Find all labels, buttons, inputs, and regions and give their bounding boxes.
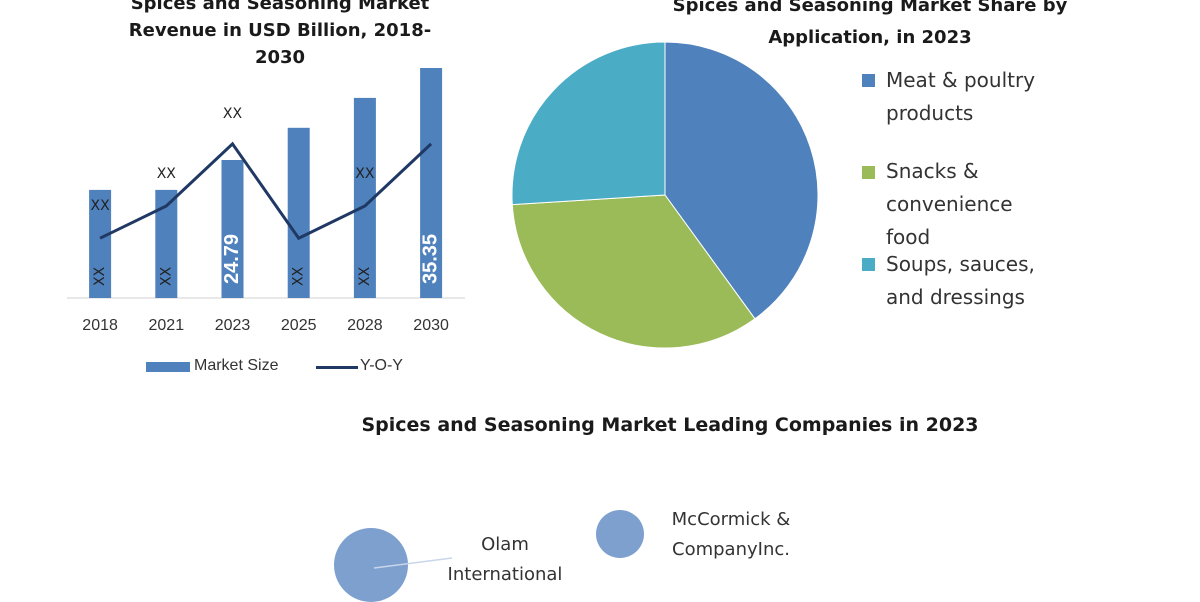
snacks-legend-line-3: food	[886, 225, 931, 249]
meat-legend-swatch	[862, 74, 875, 87]
snacks-legend-line-2: convenience	[886, 192, 1013, 216]
bar-2023	[221, 160, 244, 298]
mccormick-label-line-1: McCormick &	[671, 509, 791, 530]
pie-slice-snacks	[511, 194, 756, 349]
bar-value-label-2025: XX	[291, 266, 307, 286]
pie-chart	[511, 41, 819, 349]
pie-title-line-1: Spices and Seasoning Market Share by	[672, 0, 1068, 16]
x-tick-label-2018: 2018	[82, 317, 118, 334]
x-tick-label-2030: 2030	[413, 317, 449, 334]
x-tick-label-2028: 2028	[347, 317, 383, 334]
mccormick-bubble	[596, 510, 644, 558]
companies-title: Spices and Seasoning Market Leading Comp…	[361, 414, 979, 436]
soups-legend-line-2: and dressings	[886, 285, 1025, 309]
bar-2030	[420, 68, 443, 298]
bar-2028	[353, 97, 376, 299]
meat-legend-line-2: products	[886, 101, 974, 125]
bar-title-line-2: Revenue in USD Billion, 2018-	[128, 20, 432, 41]
bar-title-line-1: Spices and Seasoning Market	[130, 0, 430, 14]
olam-label-line-1: Olam	[481, 534, 529, 555]
meat-legend-line-1: Meat & poultry	[886, 68, 1036, 92]
snacks-legend-label: Snacks & convenience food	[886, 155, 1013, 254]
soups-legend-label: Soups, sauces, and dressings	[886, 248, 1035, 314]
pie-chart-title: Spices and Seasoning Market Share by App…	[645, 0, 1095, 54]
pie-slice-meat	[664, 41, 819, 320]
olam-label-line-2: International	[447, 564, 563, 585]
yoy-legend-label: Y-O-Y	[360, 357, 403, 374]
yoy-value-label-2021: XX	[157, 166, 177, 182]
yoy-value-label-2023: XX	[223, 106, 243, 122]
snacks-legend-swatch	[862, 166, 875, 179]
x-tick-label-2025: 2025	[281, 317, 317, 334]
bar-2025	[287, 127, 310, 298]
x-tick-label-2021: 2021	[149, 317, 185, 334]
market-size-legend-swatch	[146, 362, 190, 372]
olam-label: Olam International	[440, 530, 570, 590]
pie-title-line-2: Application, in 2023	[768, 27, 972, 48]
meat-legend-label: Meat & poultry products	[886, 64, 1035, 130]
pie-slice-soups	[511, 41, 666, 206]
yoy-value-label-2028: XX	[355, 166, 375, 182]
bar-value-label-2018: XX	[92, 266, 108, 286]
yoy-legend-swatch	[316, 366, 358, 369]
bar-value-label-2030: 35.35	[419, 234, 441, 284]
snacks-legend-line-1: Snacks &	[886, 159, 979, 183]
bar-value-label-2028: XX	[357, 266, 373, 286]
yoy-value-label-2018: XX	[91, 198, 111, 214]
bar-title-line-3: 2030	[254, 47, 306, 68]
bar-chart-title: Spices and Seasoning Market Revenue in U…	[110, 0, 450, 71]
soups-legend-line-1: Soups, sauces,	[886, 252, 1035, 276]
x-tick-label-2023: 2023	[215, 317, 251, 334]
bar-line-chart: XX 2018 XX 2021 24.79 2023 XX 2025 XX 2028 35.35 20…	[67, 68, 465, 334]
mccormick-label: McCormick & CompanyInc.	[656, 505, 806, 565]
market-size-legend-label: Market Size	[194, 357, 279, 374]
yoy-line	[99, 141, 433, 241]
bar-value-label-2023: 24.79	[221, 234, 243, 284]
soups-legend-swatch	[862, 258, 875, 271]
bar-2018	[89, 189, 112, 298]
mccormick-label-line-2: CompanyInc.	[672, 539, 790, 560]
bar-value-label-2021: XX	[158, 266, 174, 286]
bar-2021	[155, 189, 178, 298]
